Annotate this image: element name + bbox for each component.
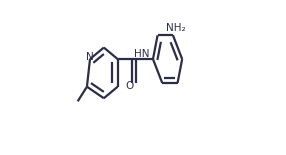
Text: N: N — [86, 52, 94, 62]
Text: HN: HN — [134, 49, 149, 59]
Text: O: O — [126, 81, 134, 91]
Text: NH₂: NH₂ — [166, 23, 186, 33]
